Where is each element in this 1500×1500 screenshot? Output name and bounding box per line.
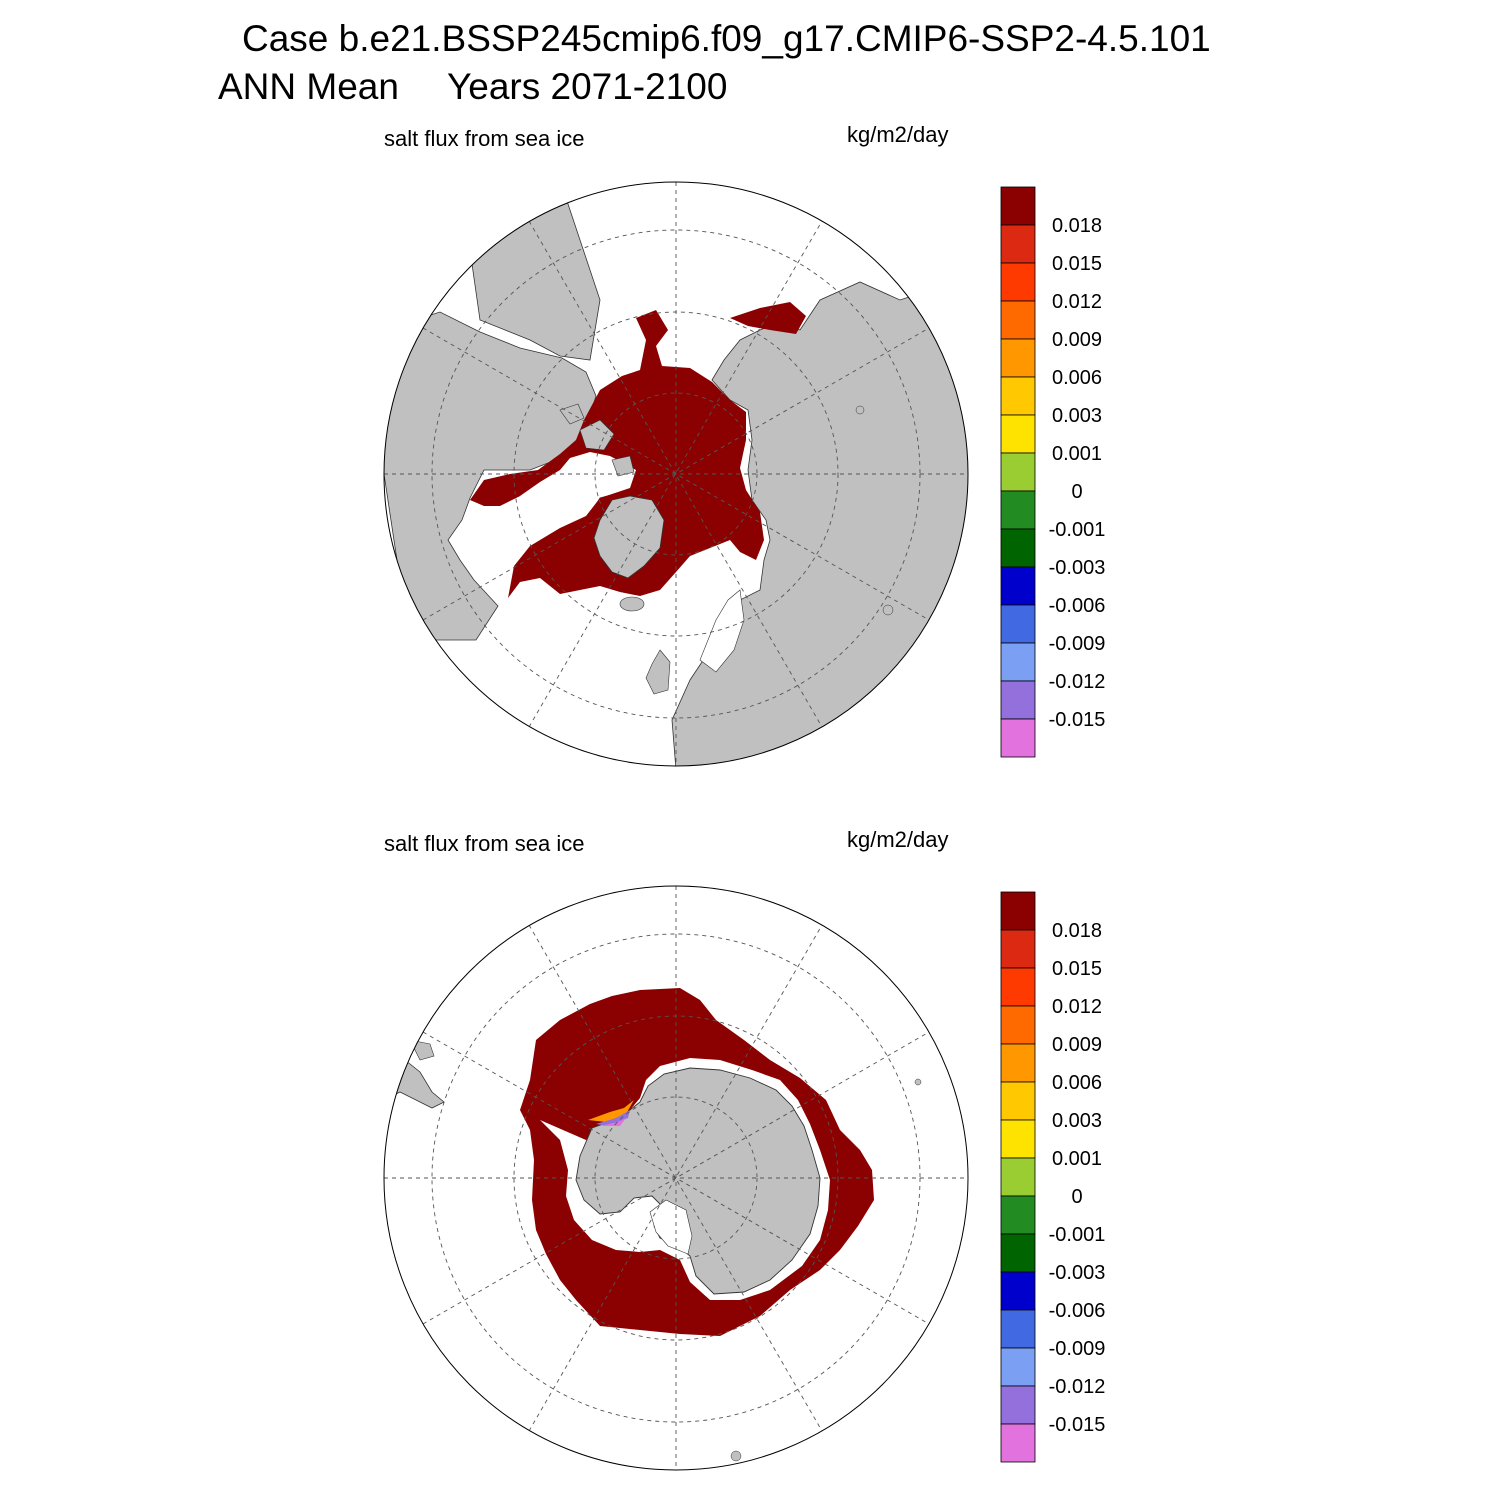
south-colorbar-tick-label: -0.001 (1049, 1224, 1106, 1246)
north-colorbar-swatch-5 (1000, 528, 1036, 568)
south-colorbar-tick-label: 0 (1071, 1186, 1082, 1208)
north-colorbar-tick-label: 0.006 (1052, 367, 1102, 389)
british-isles-land (645, 649, 671, 695)
south-colorbar-swatch-12 (1000, 967, 1036, 1007)
south-colorbar-swatch-3 (1000, 1309, 1036, 1349)
south-colorbar-swatch-10 (1000, 1043, 1036, 1083)
north-colorbar-tick-label: -0.015 (1049, 709, 1106, 731)
okhotsk-ice-flux (730, 302, 806, 334)
north-colorbar-swatch-7 (1000, 452, 1036, 492)
south-colorbar-swatch-5 (1000, 1233, 1036, 1273)
north-colorbar-tick-label: 0.009 (1052, 329, 1102, 351)
north-colorbar-swatch-0 (1000, 718, 1036, 758)
south-colorbar-tick-label: 0.001 (1052, 1148, 1102, 1170)
south-colorbar-swatch-14 (1000, 891, 1036, 931)
south-colorbar-swatch-6 (1000, 1195, 1036, 1235)
north-colorbar-swatch-12 (1000, 262, 1036, 302)
season-label: ANN Mean (218, 66, 399, 107)
north-panel-units: kg/m2/day (847, 122, 949, 147)
north-panel-title: salt flux from sea ice (384, 126, 585, 151)
north-colorbar-tick-label: -0.012 (1049, 671, 1106, 693)
north-colorbar-swatch-11 (1000, 300, 1036, 340)
north-colorbar-tick-label: 0.003 (1052, 405, 1102, 427)
south-colorbar-swatch-13 (1000, 929, 1036, 969)
south-colorbar-tick-label: 0.009 (1052, 1034, 1102, 1056)
south-colorbar-tick-label: 0.015 (1052, 958, 1102, 980)
south-colorbar-swatch-1 (1000, 1385, 1036, 1425)
south-colorbar-swatch-9 (1000, 1081, 1036, 1121)
period-title: ANN Mean Years 2071-2100 (218, 66, 727, 108)
south-panel-units: kg/m2/day (847, 827, 949, 852)
south-colorbar-tick-label: 0.012 (1052, 996, 1102, 1018)
south-colorbar-tick-label: -0.015 (1049, 1414, 1106, 1436)
south-colorbar-swatch-7 (1000, 1157, 1036, 1197)
north-colorbar-swatch-8 (1000, 414, 1036, 454)
north-colorbar-swatch-6 (1000, 490, 1036, 530)
south-colorbar-swatch-8 (1000, 1119, 1036, 1159)
south-polar-map (383, 885, 969, 1471)
south-colorbar-swatch-2 (1000, 1347, 1036, 1387)
south-colorbar-swatch-4 (1000, 1271, 1036, 1311)
north-colorbar-swatch-4 (1000, 566, 1036, 606)
north-colorbar-tick-label: 0.018 (1052, 215, 1102, 237)
north-colorbar-tick-label: 0.012 (1052, 291, 1102, 313)
north-colorbar-swatch-1 (1000, 680, 1036, 720)
weddell-flux-band (588, 1100, 634, 1122)
north-colorbar-tick-label: 0.001 (1052, 443, 1102, 465)
south-colorbar-swatch-0 (1000, 1423, 1036, 1463)
south-colorbar-tick-label: 0.018 (1052, 920, 1102, 942)
north-colorbar: 0.018 0.015 0.012 0.009 0.006 0.003 0.001 0 -0.0… (1000, 186, 1106, 758)
north-colorbar-tick-label: 0.015 (1052, 253, 1102, 275)
north-colorbar-swatch-14 (1000, 186, 1036, 226)
south-colorbar-tick-label: 0.006 (1052, 1072, 1102, 1094)
south-colorbar-tick-label: -0.006 (1049, 1300, 1106, 1322)
north-colorbar-swatch-10 (1000, 338, 1036, 378)
iceland-land (619, 596, 645, 612)
north-america-land (384, 311, 597, 641)
south-colorbar-tick-label: -0.003 (1049, 1262, 1106, 1284)
south-colorbar-tick-label: -0.012 (1049, 1376, 1106, 1398)
north-colorbar-tick-label: -0.006 (1049, 595, 1106, 617)
north-colorbar-tick-label: -0.003 (1049, 557, 1106, 579)
north-colorbar-tick-label: -0.001 (1049, 519, 1106, 541)
north-colorbar-swatch-9 (1000, 376, 1036, 416)
south-panel-title: salt flux from sea ice (384, 831, 585, 856)
south-colorbar-tick-label: -0.009 (1049, 1338, 1106, 1360)
north-colorbar-tick-label: -0.009 (1049, 633, 1106, 655)
case-title: Case b.e21.BSSP245cmip6.f09_g17.CMIP6-SS… (242, 18, 1211, 59)
years-label: Years 2071-2100 (446, 66, 728, 107)
north-colorbar-swatch-3 (1000, 604, 1036, 644)
south-colorbar-tick-label: 0.003 (1052, 1110, 1102, 1132)
north-polar-map (383, 181, 969, 767)
north-colorbar-swatch-13 (1000, 224, 1036, 264)
south-colorbar-swatch-11 (1000, 1005, 1036, 1045)
north-colorbar-swatch-2 (1000, 642, 1036, 682)
north-colorbar-tick-label: 0 (1071, 481, 1082, 503)
south-colorbar: 0.018 0.015 0.012 0.009 0.006 0.003 0.001 0 -0.0… (1000, 891, 1106, 1463)
arctic-ice-flux-region (470, 310, 764, 598)
